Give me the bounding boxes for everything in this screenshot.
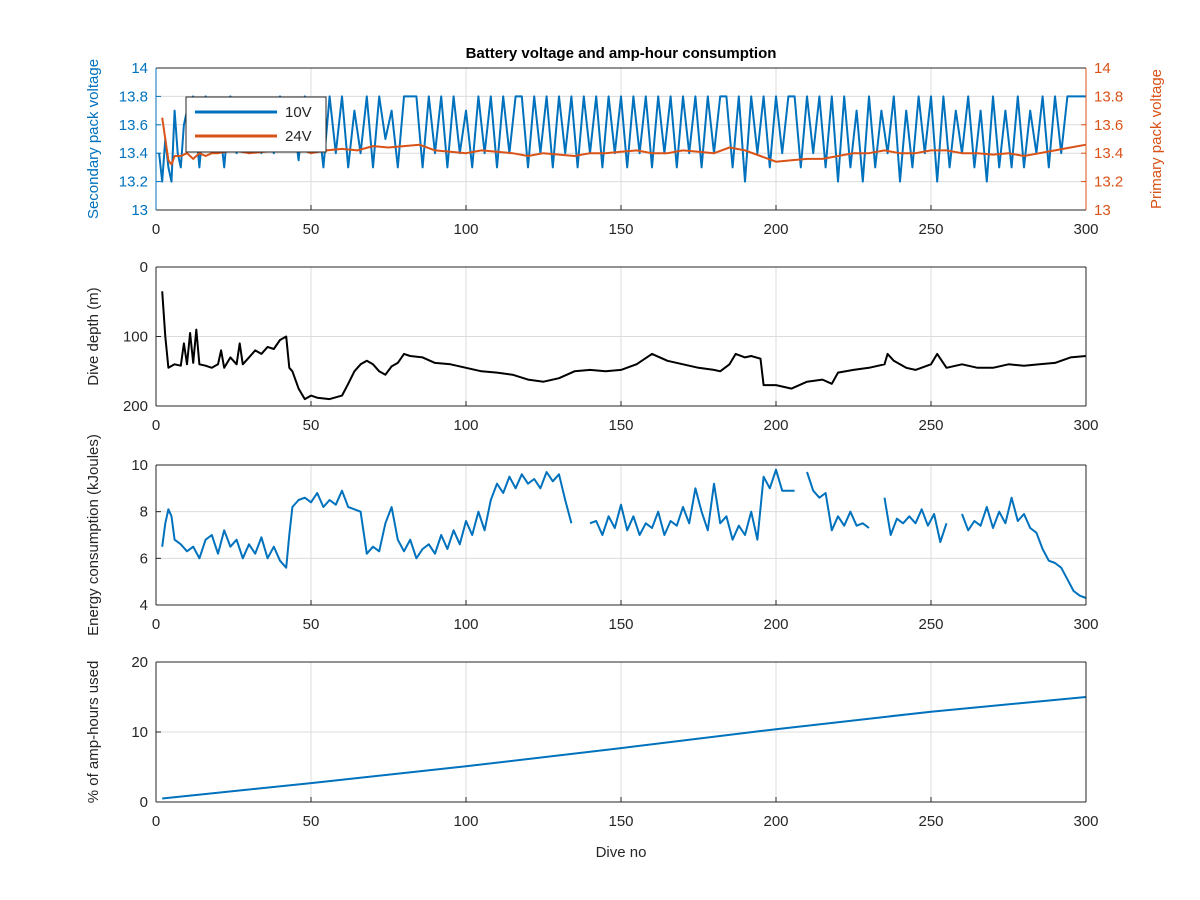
legend-box: [185, 96, 327, 153]
legend-label: 24V: [285, 128, 312, 145]
x-tick-label: 50: [303, 417, 320, 434]
y-axis-label: Energy consumption (kJoules): [85, 434, 102, 636]
x-tick-label: 0: [152, 616, 160, 633]
y-right-tick-label: 14: [1094, 60, 1111, 77]
x-tick-label: 150: [608, 221, 633, 238]
subplot-1: 0 50 100 150 200 250 300 13 13.2 13.4 13.6 13.8 14 13…: [85, 59, 1165, 238]
y-tick-label: 8: [140, 504, 148, 521]
x-tick-label: 200: [763, 616, 788, 633]
y-tick-label: 13: [131, 202, 148, 219]
y-axis-label: Dive depth (m): [85, 287, 102, 385]
x-tick-label: 300: [1073, 813, 1098, 830]
x-tick-label: 250: [918, 616, 943, 633]
x-tick-label: 0: [152, 221, 160, 238]
y-tick-label: 4: [140, 597, 148, 614]
y-right-tick-label: 13.4: [1094, 145, 1123, 162]
y-tick-label: 13.4: [119, 145, 148, 162]
figure-title: Battery voltage and amp-hour consumption: [466, 45, 777, 62]
y-tick-label: 20: [131, 654, 148, 671]
y-tick-label: 0: [140, 259, 148, 276]
series-line-series-1: [161, 468, 1087, 599]
subplots: 0 50 100 150 200 250 3001313.213.413.613.81413…: [85, 59, 1165, 861]
x-tick-label: 150: [608, 813, 633, 830]
x-tick-label: 0: [152, 417, 160, 434]
subplot-3: 0 50 100 150 200 250 300 4 6 8 10 Energy consumptio…: [85, 434, 1099, 636]
x-tick-label: 100: [453, 813, 478, 830]
x-tick-label: 250: [918, 813, 943, 830]
subplot-4: 0 50 100 150 200 250 300 0 10 20 % of amp-hours us…: [85, 654, 1099, 861]
x-tick-label: 0: [152, 813, 160, 830]
y-tick-label: 13.2: [119, 174, 148, 191]
x-tick-label: 100: [453, 616, 478, 633]
series-line-series-1: [162, 696, 1087, 800]
y-tick-label: 10: [131, 457, 148, 474]
y-tick-label: 13.8: [119, 88, 148, 105]
x-tick-label: 250: [918, 417, 943, 434]
y-right-tick-label: 13.2: [1094, 174, 1123, 191]
x-tick-label: 100: [453, 417, 478, 434]
y-right-tick-label: 13: [1094, 202, 1111, 219]
y-axis-label: % of amp-hours used: [85, 661, 102, 804]
y-tick-label: 0: [140, 794, 148, 811]
x-tick-label: 50: [303, 221, 320, 238]
y-right-tick-label: 13.8: [1094, 88, 1123, 105]
y-tick-label: 10: [131, 724, 148, 741]
series-line-series-1: [161, 291, 1087, 401]
y-tick-label: 14: [131, 60, 148, 77]
y-right-tick-label: 13.6: [1094, 117, 1123, 134]
y-right-axis-label: Primary pack voltage: [1148, 69, 1165, 209]
y-tick-label: 13.6: [119, 117, 148, 134]
x-tick-label: 150: [608, 417, 633, 434]
x-axis-label: Dive no: [596, 844, 647, 861]
x-tick-label: 50: [303, 616, 320, 633]
y-tick-label: 6: [140, 550, 148, 567]
x-tick-label: 200: [763, 813, 788, 830]
legend-label: 10V: [285, 104, 312, 121]
x-tick-label: 250: [918, 221, 943, 238]
x-tick-label: 300: [1073, 221, 1098, 238]
y-axis-label: Secondary pack voltage: [85, 59, 102, 219]
series-line-24V: [161, 117, 1087, 166]
subplot-2: 0 50 100 150 200 250 300 0 100 200 Dive depth (m): [85, 259, 1099, 434]
y-tick-label: 200: [123, 398, 148, 415]
x-tick-label: 150: [608, 616, 633, 633]
x-tick-label: 100: [453, 221, 478, 238]
y-tick-label: 100: [123, 329, 148, 346]
x-tick-label: 50: [303, 813, 320, 830]
x-tick-label: 300: [1073, 417, 1098, 434]
x-tick-label: 200: [763, 221, 788, 238]
x-tick-label: 300: [1073, 616, 1098, 633]
x-tick-label: 200: [763, 417, 788, 434]
